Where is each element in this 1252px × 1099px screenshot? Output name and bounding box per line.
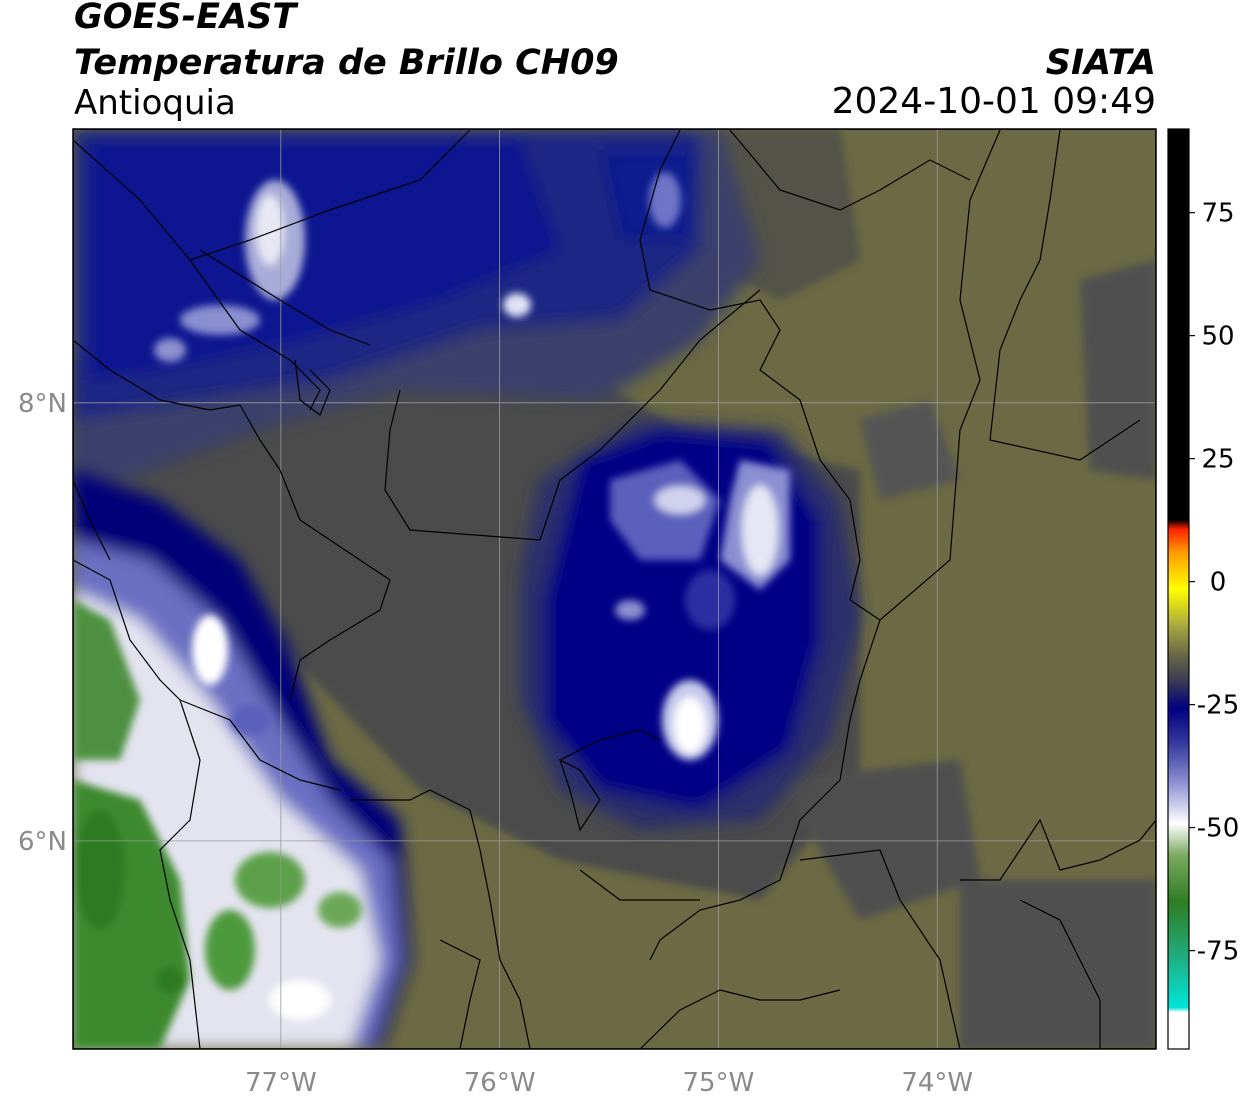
colorbar-tick-label: -50 <box>1197 814 1239 844</box>
brightness-temperature-field <box>73 129 1156 1049</box>
colorbar-tick-label: -75 <box>1197 937 1239 967</box>
colorbar-tick-label: 50 <box>1201 322 1234 352</box>
lon-tick-label: 75°W <box>683 1068 755 1098</box>
colorbar-tick-label: -25 <box>1197 691 1239 721</box>
lat-tick-label: 6°N <box>18 827 67 857</box>
lon-tick-label: 77°W <box>245 1068 317 1098</box>
colorbar-tick-label: 75 <box>1201 199 1234 229</box>
colorbar-gradient <box>1168 129 1189 1049</box>
datetime-label: 2024-10-01 09:49 <box>831 81 1156 122</box>
agency-label: SIATA <box>1045 43 1156 83</box>
map-frame <box>72 128 1157 1050</box>
colorbar: 75 50 25 0 -25 -50 -75 <box>1167 128 1239 1050</box>
gridlines <box>73 129 1156 1049</box>
latitude-ticks: 8°N 6°N <box>18 389 67 857</box>
colorbar-ticks: 75 50 25 0 -25 -50 -75 <box>1189 199 1239 967</box>
lat-tick-label: 8°N <box>18 389 67 419</box>
longitude-ticks: 77°W 76°W 75°W 74°W <box>245 1068 973 1098</box>
lon-tick-label: 76°W <box>464 1068 536 1098</box>
product-title: Temperatura de Brillo CH09 <box>74 43 619 83</box>
satellite-title: GOES-EAST <box>74 0 297 37</box>
colorbar-tick-label: 25 <box>1201 445 1234 475</box>
colorbar-frame <box>1167 128 1190 1050</box>
lon-tick-label: 74°W <box>901 1068 973 1098</box>
boundary-lines <box>73 129 1156 1049</box>
colorbar-tick-label: 0 <box>1210 568 1227 598</box>
region-label: Antioquia <box>74 83 236 123</box>
